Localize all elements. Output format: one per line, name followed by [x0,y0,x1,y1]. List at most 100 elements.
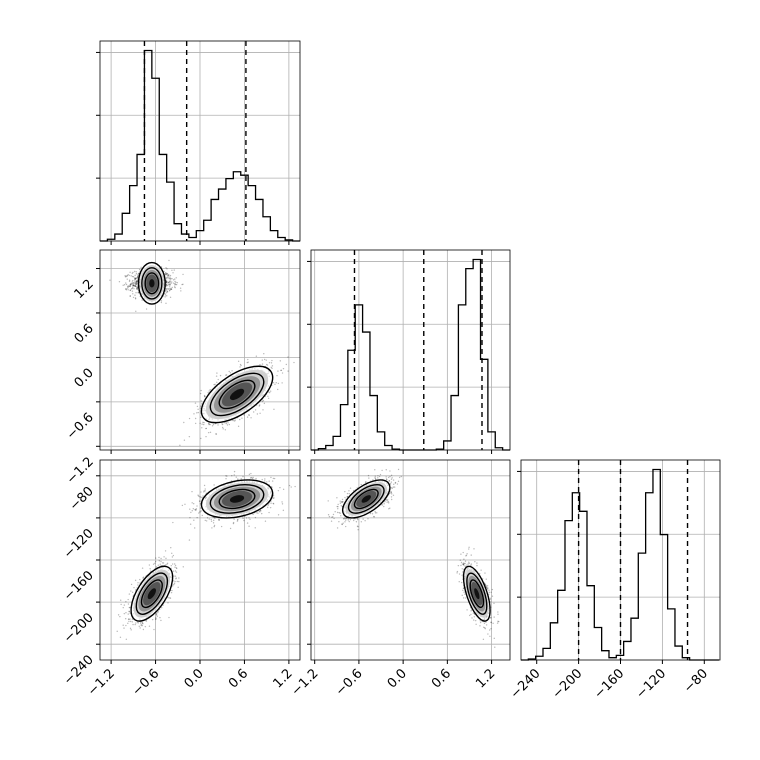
sample-point [389,507,391,509]
sample-point [148,564,151,566]
sample-point [125,282,127,284]
sample-point [267,504,269,506]
sample-point [378,475,381,478]
sample-point [169,283,171,286]
sample-point [277,388,279,391]
sample-point [259,404,261,406]
sample-point [267,395,269,397]
sample-point [254,516,257,519]
sample-point [218,518,220,520]
contour-line [209,484,265,514]
sample-point [154,618,157,621]
sample-point [273,497,275,499]
sample-point [175,571,178,573]
sample-point [136,277,138,279]
sample-point [171,281,173,283]
sample-point [252,513,254,515]
density-panel-2-0: −240−200−160−120−80−1.2 −0.6 0.0 0.6 1.2 [61,459,301,699]
contour-line [140,579,163,609]
sample-point [355,521,358,523]
sample-point [132,276,135,278]
y-tick-label: −1.2 [64,455,97,488]
sample-point [177,586,179,589]
sample-point [281,501,283,503]
sample-point [199,405,202,407]
sample-point [199,511,201,513]
sample-point [154,562,156,564]
sample-point [171,277,173,280]
sample-point [254,527,256,529]
hist-panel-1 [307,249,511,454]
sample-point [145,620,147,622]
sample-point [133,282,136,284]
sample-point [201,427,203,429]
sample-point [169,597,172,599]
sample-point [259,511,261,513]
sample-point [133,277,136,279]
sample-point [262,409,264,411]
sample-point [129,284,132,286]
sample-point [347,518,349,520]
sample-point [134,278,136,280]
sample-point [213,484,215,486]
sample-point [342,522,344,524]
sample-point [133,284,135,287]
sample-point [374,478,377,480]
sample-point [125,600,127,603]
sample-point [137,622,139,624]
sample-point [135,285,137,287]
sample-point [166,563,168,566]
sample-point [169,274,172,277]
density-core [149,279,155,288]
sample-point [135,280,138,283]
sample-point [170,288,173,291]
sample-point [170,282,172,285]
sample-point [125,612,127,614]
sample-point [270,476,272,479]
sample-point [189,516,191,519]
sample-point [247,361,249,363]
sample-point [135,281,137,283]
sample-point [225,374,227,376]
sample-point [137,584,139,586]
sample-point [248,525,250,527]
sample-point [135,280,138,282]
sample-point [165,557,167,560]
sample-point [169,281,172,283]
sample-point [158,560,160,562]
sample-point [165,302,167,305]
sample-point [191,502,193,504]
sample-point [201,423,203,425]
sample-point [153,628,155,631]
sample-point [267,506,269,509]
sample-point [138,268,141,271]
sample-point [169,276,171,278]
sample-point [135,292,137,294]
sample-point [136,280,138,282]
sample-point [142,628,145,631]
sample-point [134,294,136,296]
sample-point [237,519,239,521]
contour-line [218,379,256,410]
sample-point [123,604,126,606]
sample-point [151,618,154,621]
sample-point [131,275,134,278]
sample-point [166,273,169,275]
sample-point [128,618,130,621]
sample-point [166,295,168,297]
sample-point [279,360,282,362]
sample-point [137,275,139,277]
sample-point [166,278,168,280]
sample-point [127,289,129,291]
sample-point [390,491,393,493]
sample-point [168,277,170,280]
sample-point [252,476,254,479]
y-tick-label: −80 [67,484,97,514]
sample-point [287,370,289,372]
sample-point [204,490,206,492]
sample-point [197,408,199,411]
sample-point [261,512,263,515]
sample-point [131,287,133,290]
sample-point [247,358,249,361]
sample-point [170,564,172,567]
